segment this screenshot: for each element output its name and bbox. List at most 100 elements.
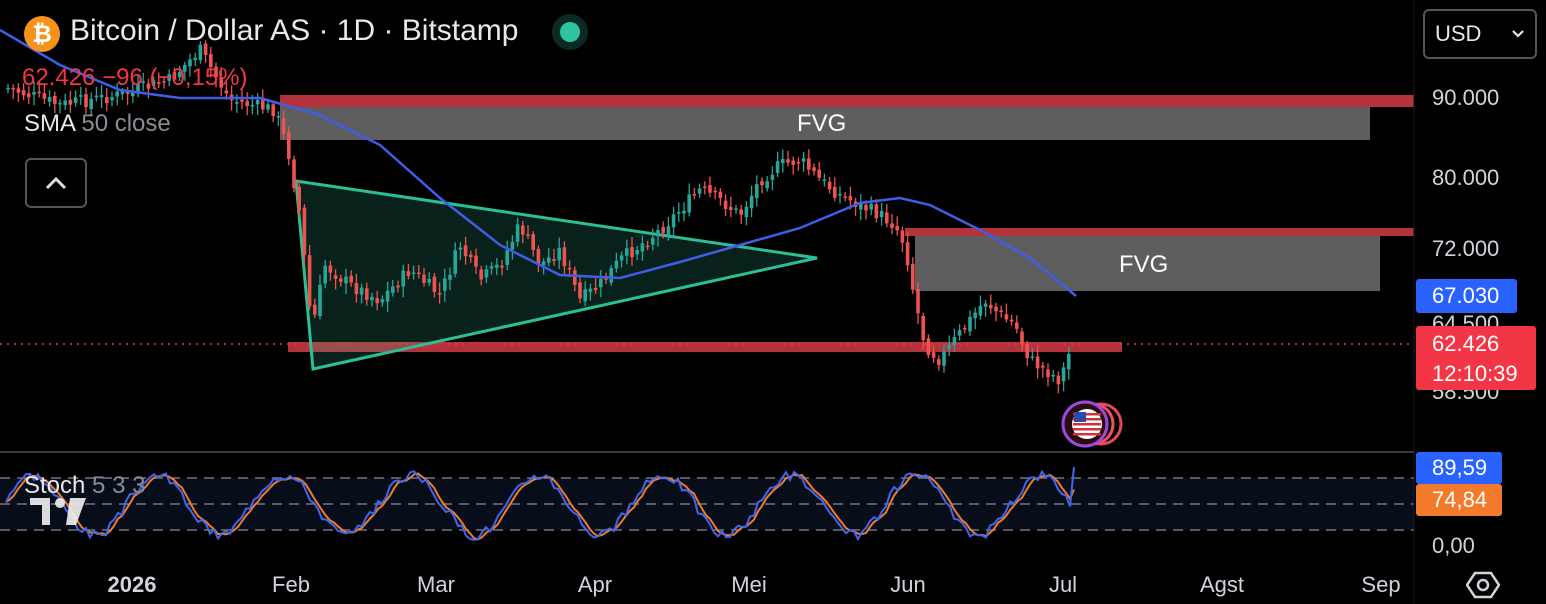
candle-body	[271, 104, 275, 117]
candle-body	[255, 99, 260, 105]
candle-body	[131, 90, 135, 97]
candle-body	[469, 254, 473, 258]
candle-body	[536, 248, 541, 265]
candle-body	[900, 230, 905, 243]
candle-body	[942, 351, 946, 366]
candle-body	[541, 261, 546, 266]
time-axis-label: 2026	[107, 572, 157, 597]
candle-body	[671, 214, 676, 228]
candle-body	[744, 206, 749, 218]
symbol-title[interactable]: Bitcoin / Dollar AS · 1D · Bitstamp	[70, 14, 519, 47]
fvg-zone-upper	[280, 107, 1370, 140]
candle-body	[625, 248, 629, 256]
candle-body	[266, 104, 270, 110]
time-axis-label: Mei	[731, 572, 767, 597]
candle-body	[807, 158, 811, 170]
sma-legend[interactable]: SMA 50 close	[24, 110, 171, 138]
candle-body	[786, 159, 790, 163]
candle-body	[651, 237, 655, 245]
candle-body	[573, 270, 577, 285]
candle-body	[99, 94, 104, 98]
candle-body	[1030, 356, 1035, 359]
candle-body	[406, 271, 411, 277]
price-axis-label: 80.000	[1432, 165, 1500, 190]
candle-body	[125, 90, 130, 94]
candle-body	[245, 101, 249, 106]
stoch-layer	[0, 466, 1414, 542]
candle-body	[427, 279, 431, 283]
candle-body	[1067, 354, 1071, 370]
market-status-icon[interactable]	[560, 22, 580, 42]
candle-body	[718, 191, 723, 198]
candle-body	[276, 116, 281, 118]
candle-body	[193, 57, 197, 61]
flag-stripe	[1073, 418, 1101, 421]
chevron-up-icon	[45, 176, 67, 190]
candle-body	[1046, 369, 1050, 378]
candle-body	[198, 44, 203, 61]
candle-body	[53, 95, 57, 104]
candle-body	[79, 95, 83, 97]
candle-body	[578, 282, 582, 299]
candle-body	[978, 305, 983, 316]
candle-body	[692, 194, 697, 196]
time-axis-label: Feb	[272, 572, 310, 597]
candle-body	[599, 278, 603, 288]
tradingview-logo-icon	[30, 498, 86, 525]
candle-body	[58, 102, 62, 105]
candle-body	[843, 196, 847, 198]
candle-body	[6, 87, 10, 90]
candle-body	[73, 97, 78, 104]
candle-body	[749, 195, 754, 209]
stoch-zero-label: 0,00	[1432, 533, 1475, 558]
candle-body	[864, 204, 868, 211]
candle-body	[250, 105, 255, 107]
candle-body	[713, 190, 717, 193]
candle-body	[1056, 375, 1061, 385]
candle-body	[89, 98, 93, 110]
fvg-zone-lower	[915, 236, 1380, 291]
time-axis-label: Agst	[1199, 572, 1245, 597]
us-flag-icon	[1072, 409, 1102, 439]
candle-body	[27, 93, 31, 98]
candle-body	[110, 97, 114, 101]
candle-body	[937, 359, 941, 366]
candle-body	[47, 96, 52, 102]
collapse-legend-button[interactable]	[25, 158, 87, 208]
candle-body	[775, 161, 780, 173]
candle-body	[635, 249, 639, 255]
settings-icon[interactable]	[1466, 570, 1500, 600]
candle-body	[957, 330, 962, 336]
candle-body	[973, 312, 977, 319]
candle-body	[453, 250, 457, 274]
candle-body	[874, 204, 879, 219]
candle-body	[796, 161, 801, 164]
sma-50-line	[0, 28, 1077, 297]
candle-body	[500, 265, 504, 268]
candle-body	[474, 255, 478, 267]
logo-part	[30, 498, 50, 525]
candle-body	[609, 268, 613, 283]
candle-body	[1051, 374, 1055, 377]
time-axis-label: Apr	[577, 572, 613, 597]
candle-body	[391, 286, 395, 293]
candle-body	[921, 315, 925, 341]
candle-body	[552, 259, 556, 262]
candle-body	[1061, 367, 1066, 382]
fvg-label-upper: FVG	[797, 110, 847, 137]
candle-body	[68, 99, 73, 105]
stoch-legend[interactable]: Stoch 5 3 3	[24, 472, 145, 500]
candle-body	[120, 91, 125, 95]
candle-body	[177, 72, 182, 78]
candle-body	[84, 94, 88, 108]
candle-body	[359, 287, 364, 295]
candle-body	[188, 59, 192, 67]
candle-body	[666, 226, 671, 237]
candle-body	[365, 288, 369, 300]
candle-body	[1020, 331, 1024, 344]
candle-body	[479, 269, 483, 280]
currency-select[interactable]: USD	[1423, 9, 1537, 59]
candle-body	[567, 267, 572, 270]
candle-body	[422, 274, 426, 283]
